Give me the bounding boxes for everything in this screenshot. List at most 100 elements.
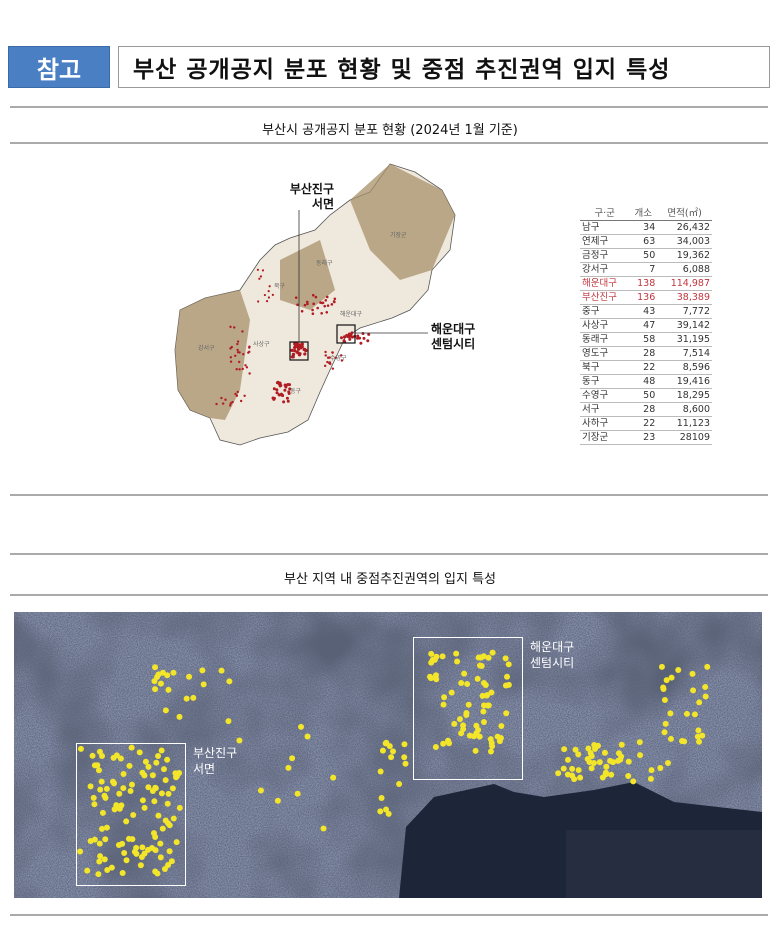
point-marker [326, 360, 329, 364]
point-marker [97, 786, 104, 793]
point-marker [679, 737, 686, 744]
point-marker [359, 341, 363, 345]
point-marker [229, 402, 233, 405]
point-marker [402, 760, 409, 767]
label-line: 센텀시티 [431, 337, 476, 351]
point-marker [303, 303, 307, 307]
point-marker [329, 362, 332, 366]
area: 19,416 [657, 374, 712, 389]
point-marker [271, 293, 274, 296]
point-marker [101, 792, 108, 799]
point-marker [235, 367, 238, 371]
point-marker [441, 694, 448, 701]
point-marker [560, 765, 567, 772]
point-marker [152, 785, 159, 792]
point-marker [123, 857, 130, 864]
point-marker [165, 861, 172, 868]
point-marker [401, 741, 408, 748]
point-marker [297, 343, 302, 347]
point-marker [286, 399, 290, 403]
table-row: 영도구 28 7,514 [580, 346, 712, 361]
district-name: 남구 [580, 220, 630, 235]
point-marker [157, 840, 164, 847]
point-marker [689, 670, 696, 677]
point-marker [304, 349, 308, 353]
point-marker [465, 701, 472, 708]
point-marker [675, 666, 682, 673]
point-marker [366, 339, 370, 343]
point-marker [248, 345, 251, 348]
table-row: 서구 28 8,600 [580, 402, 712, 417]
point-marker [361, 332, 365, 336]
district-name: 중구 [580, 304, 630, 319]
point-marker [267, 296, 270, 299]
count: 50 [629, 248, 658, 263]
point-marker [601, 749, 608, 756]
point-marker [704, 663, 711, 670]
point-marker [362, 336, 366, 340]
point-marker [164, 800, 171, 807]
count: 23 [629, 430, 658, 445]
busan-distribution-map [174, 163, 456, 446]
point-marker [98, 825, 105, 832]
point-marker [293, 349, 297, 353]
point-marker [696, 738, 703, 745]
point-marker [356, 336, 360, 340]
point-marker [321, 301, 325, 305]
point-marker [94, 762, 101, 769]
point-marker [145, 784, 152, 791]
point-marker [160, 766, 167, 773]
point-marker [243, 394, 246, 397]
point-marker [610, 759, 617, 766]
point-marker [470, 733, 477, 740]
table-row: 동래구 58 31,195 [580, 332, 712, 347]
point-marker [296, 303, 299, 307]
point-marker [660, 685, 667, 692]
point-marker [661, 729, 668, 736]
point-marker [320, 825, 327, 832]
point-marker [625, 758, 632, 765]
table-row: 금정구 50 19,362 [580, 248, 712, 263]
satellite-image [14, 612, 762, 898]
point-marker [229, 325, 232, 329]
point-marker [231, 400, 234, 404]
point-marker [325, 311, 329, 314]
point-marker [87, 838, 94, 845]
point-marker [367, 332, 371, 336]
point-marker [283, 388, 287, 392]
point-marker [667, 735, 674, 742]
table-row: 동구 48 19,416 [580, 374, 712, 389]
point-marker [502, 682, 509, 689]
district-name: 수영구 [580, 388, 630, 403]
point-marker [345, 333, 349, 337]
point-marker [311, 308, 314, 312]
table-row: 북구 22 8,596 [580, 360, 712, 375]
point-marker [282, 400, 286, 404]
point-marker [142, 758, 149, 765]
point-marker [186, 673, 193, 680]
point-marker [572, 746, 579, 753]
point-marker [592, 745, 599, 752]
point-marker [484, 702, 491, 709]
label-line: 해운대구 [530, 640, 575, 654]
point-marker [502, 655, 509, 662]
point-marker [487, 736, 494, 743]
point-marker [331, 367, 335, 370]
point-marker [245, 366, 249, 369]
point-marker [139, 797, 146, 804]
point-marker [275, 391, 279, 395]
point-marker [261, 269, 265, 272]
point-marker [343, 335, 347, 339]
point-marker [614, 757, 621, 764]
point-marker [330, 774, 337, 781]
district-label: 사상구 [253, 341, 270, 348]
label-line: 해운대구 [431, 322, 476, 336]
area: 28109 [657, 430, 712, 445]
point-marker [169, 785, 176, 792]
point-marker [111, 806, 118, 813]
point-marker [90, 794, 97, 801]
point-marker [648, 767, 655, 774]
count: 22 [629, 416, 658, 431]
point-marker [303, 352, 307, 356]
point-marker [331, 351, 334, 354]
